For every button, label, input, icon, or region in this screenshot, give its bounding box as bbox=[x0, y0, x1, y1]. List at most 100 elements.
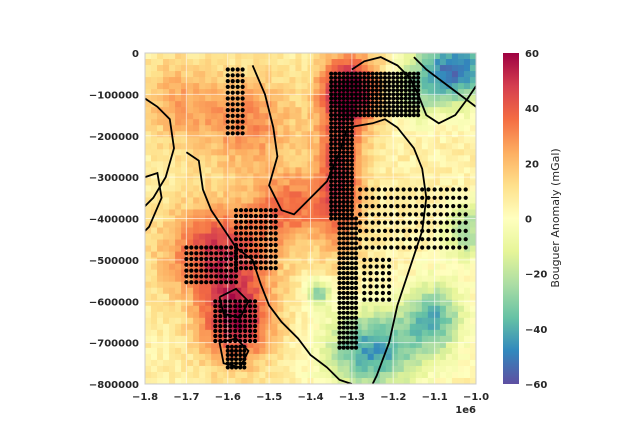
station-point bbox=[199, 262, 204, 267]
heatmap-cell bbox=[457, 311, 465, 319]
station-point bbox=[238, 237, 244, 242]
heatmap-cell bbox=[421, 137, 429, 144]
heatmap-cell bbox=[259, 89, 266, 96]
heatmap-cell bbox=[295, 245, 303, 253]
heatmap-cell bbox=[439, 77, 447, 84]
heatmap-cell bbox=[325, 65, 333, 72]
heatmap-cell bbox=[235, 143, 242, 150]
heatmap-cell bbox=[445, 209, 453, 217]
heatmap-cell bbox=[151, 239, 158, 247]
heatmap-cell bbox=[463, 179, 471, 186]
station-point bbox=[426, 237, 431, 242]
heatmap-cell bbox=[157, 203, 164, 211]
station-point bbox=[218, 309, 223, 314]
station-point bbox=[233, 361, 239, 366]
heatmap-cell bbox=[325, 119, 333, 126]
heatmap-cell bbox=[451, 209, 459, 217]
heatmap-cell bbox=[367, 149, 375, 156]
heatmap-cell bbox=[421, 311, 429, 319]
station-point bbox=[341, 285, 346, 291]
heatmap-cell bbox=[253, 89, 260, 96]
station-point bbox=[238, 266, 244, 271]
heatmap-cell bbox=[397, 209, 405, 217]
station-point bbox=[337, 261, 342, 266]
heatmap-cell bbox=[157, 359, 164, 367]
station-point bbox=[362, 290, 367, 296]
heatmap-cell bbox=[181, 197, 188, 205]
heatmap-cell bbox=[367, 251, 375, 259]
station-point bbox=[401, 212, 406, 217]
heatmap-cell bbox=[259, 113, 266, 120]
heatmap-cell bbox=[337, 287, 345, 295]
station-point bbox=[362, 84, 367, 89]
heatmap-cell bbox=[469, 263, 476, 271]
heatmap-cell bbox=[271, 59, 278, 66]
heatmap-cell bbox=[253, 359, 260, 367]
heatmap-cell bbox=[379, 245, 387, 253]
heatmap-cell bbox=[151, 245, 158, 253]
heatmap-cell bbox=[223, 167, 230, 174]
station-point bbox=[407, 92, 412, 97]
heatmap-cell bbox=[271, 119, 278, 126]
heatmap-cell bbox=[259, 197, 266, 205]
heatmap-cell bbox=[373, 149, 381, 156]
heatmap-cell bbox=[379, 125, 387, 132]
heatmap-cell bbox=[187, 107, 194, 114]
heatmap-cell bbox=[457, 221, 465, 229]
heatmap-cell bbox=[295, 167, 303, 174]
station-point bbox=[349, 335, 354, 340]
heatmap-cell bbox=[403, 65, 411, 72]
station-point bbox=[337, 208, 342, 213]
heatmap-cell bbox=[319, 167, 327, 174]
heatmap-cell bbox=[469, 119, 476, 126]
heatmap-cell bbox=[427, 263, 435, 271]
heatmap-cell bbox=[379, 233, 387, 241]
heatmap-cell bbox=[241, 197, 248, 205]
station-point bbox=[248, 248, 253, 253]
station-point bbox=[229, 344, 234, 349]
heatmap-cell bbox=[439, 317, 447, 325]
station-point bbox=[382, 79, 388, 85]
heatmap-cell bbox=[445, 197, 453, 205]
heatmap-cell bbox=[421, 293, 429, 301]
station-point bbox=[374, 104, 379, 109]
heatmap-cell bbox=[319, 77, 327, 84]
heatmap-cell bbox=[289, 347, 297, 355]
station-point bbox=[382, 212, 388, 217]
heatmap-cell bbox=[217, 209, 224, 217]
y-tick-label: −100000 bbox=[89, 90, 139, 101]
heatmap-cell bbox=[409, 233, 417, 241]
station-point bbox=[345, 285, 350, 291]
heatmap-cell bbox=[355, 281, 363, 289]
heatmap-cell bbox=[433, 305, 441, 313]
station-point bbox=[345, 315, 350, 320]
station-point bbox=[229, 262, 234, 267]
heatmap-cell bbox=[349, 257, 357, 265]
station-point bbox=[242, 361, 247, 366]
station-point bbox=[329, 154, 334, 159]
station-point bbox=[370, 88, 375, 93]
station-point bbox=[353, 236, 359, 241]
heatmap-cell bbox=[271, 317, 278, 325]
heatmap-cell bbox=[445, 107, 453, 114]
x-tick-label: −1.6 bbox=[215, 392, 241, 403]
heatmap-cell bbox=[433, 143, 441, 150]
heatmap-cell bbox=[301, 329, 309, 337]
heatmap-cell bbox=[211, 83, 218, 90]
station-point bbox=[219, 251, 224, 256]
station-point bbox=[329, 92, 334, 97]
station-point bbox=[451, 237, 456, 242]
heatmap-cell bbox=[385, 155, 393, 162]
heatmap-cell bbox=[313, 359, 321, 367]
heatmap-cell bbox=[325, 137, 333, 144]
station-point bbox=[337, 335, 342, 340]
station-point bbox=[230, 84, 235, 89]
station-point bbox=[370, 228, 375, 233]
heatmap-cell bbox=[289, 293, 297, 301]
heatmap-cell bbox=[463, 65, 471, 72]
heatmap-cell bbox=[217, 275, 224, 283]
station-point bbox=[362, 92, 367, 97]
station-point bbox=[345, 75, 350, 80]
heatmap-cell bbox=[187, 101, 194, 108]
heatmap-cell bbox=[175, 179, 182, 186]
